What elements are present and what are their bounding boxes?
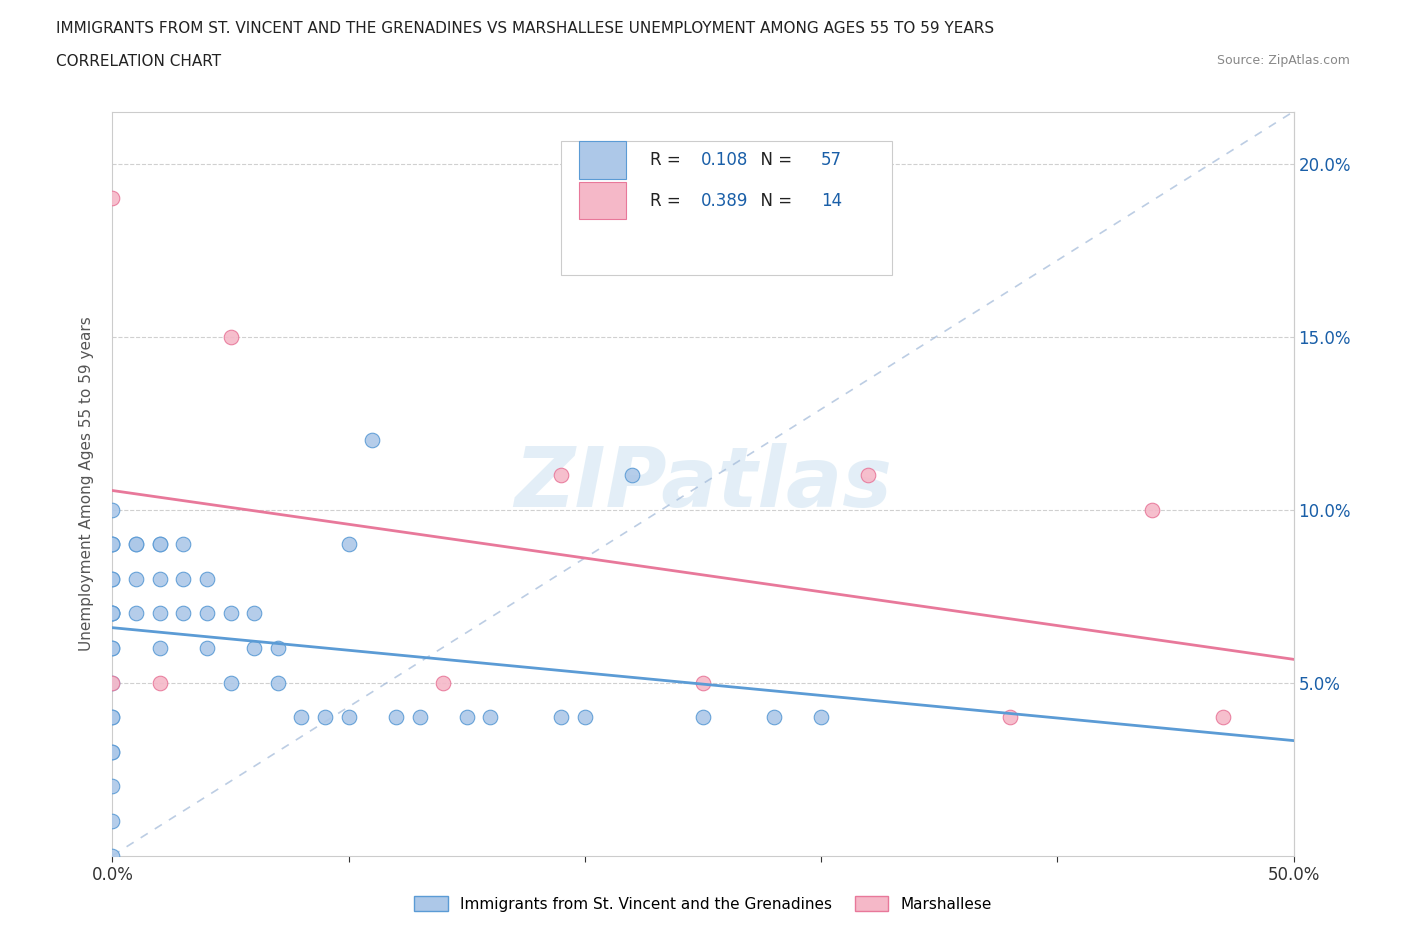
Point [290,710,312,724]
Point [101,744,124,759]
Point [101,571,124,586]
Point [267,641,290,656]
Point [101,779,124,794]
Point [432,675,454,690]
Point [149,537,172,551]
Point [337,537,360,551]
Point [149,675,172,690]
Text: 0.389: 0.389 [700,192,748,210]
Point [172,606,194,621]
Text: N =: N = [751,192,797,210]
Point [101,675,124,690]
Point [149,571,172,586]
Point [172,537,194,551]
Text: 57: 57 [821,151,842,169]
Point [385,710,408,724]
Text: N =: N = [751,151,797,169]
Point [219,329,242,344]
Point [101,710,124,724]
Point [101,537,124,551]
Point [125,606,148,621]
Point [219,675,242,690]
Bar [579,141,626,179]
Point [621,468,644,483]
Point [267,675,290,690]
Point [101,814,124,829]
Point [195,571,218,586]
Point [149,606,172,621]
Text: IMMIGRANTS FROM ST. VINCENT AND THE GRENADINES VS MARSHALLESE UNEMPLOYMENT AMONG: IMMIGRANTS FROM ST. VINCENT AND THE GREN… [56,21,994,36]
Point [692,710,714,724]
Point [361,432,384,447]
Point [762,710,785,724]
Point [101,606,124,621]
Point [243,606,266,621]
Point [101,606,124,621]
Point [243,641,266,656]
Point [692,675,714,690]
Point [101,606,124,621]
Point [195,606,218,621]
Y-axis label: Unemployment Among Ages 55 to 59 years: Unemployment Among Ages 55 to 59 years [79,316,94,651]
Point [101,537,124,551]
Point [101,675,124,690]
Point [858,468,880,483]
Text: 0.108: 0.108 [700,151,748,169]
Point [125,571,148,586]
Point [550,468,572,483]
Point [195,641,218,656]
Point [314,710,336,724]
Point [149,641,172,656]
Point [810,710,832,724]
Point [172,571,194,586]
Point [337,710,360,724]
Text: ZIPatlas: ZIPatlas [515,443,891,525]
Point [1212,710,1234,724]
Point [550,710,572,724]
Point [101,710,124,724]
Bar [579,182,626,219]
Text: R =: R = [650,192,686,210]
Point [101,502,124,517]
Point [101,848,124,863]
Point [125,537,148,551]
Text: CORRELATION CHART: CORRELATION CHART [56,54,221,69]
Point [149,537,172,551]
Point [101,571,124,586]
Text: Source: ZipAtlas.com: Source: ZipAtlas.com [1216,54,1350,67]
Point [101,191,124,206]
Point [101,606,124,621]
Point [574,710,596,724]
Text: 14: 14 [821,192,842,210]
Point [101,537,124,551]
Legend: Immigrants from St. Vincent and the Grenadines, Marshallese: Immigrants from St. Vincent and the Gren… [408,889,998,918]
Point [998,710,1021,724]
Text: R =: R = [650,151,686,169]
Point [101,744,124,759]
Point [456,710,478,724]
Point [125,537,148,551]
FancyBboxPatch shape [561,141,891,275]
Point [101,641,124,656]
Point [219,606,242,621]
Point [479,710,502,724]
Point [1140,502,1163,517]
Point [408,710,430,724]
Point [101,641,124,656]
